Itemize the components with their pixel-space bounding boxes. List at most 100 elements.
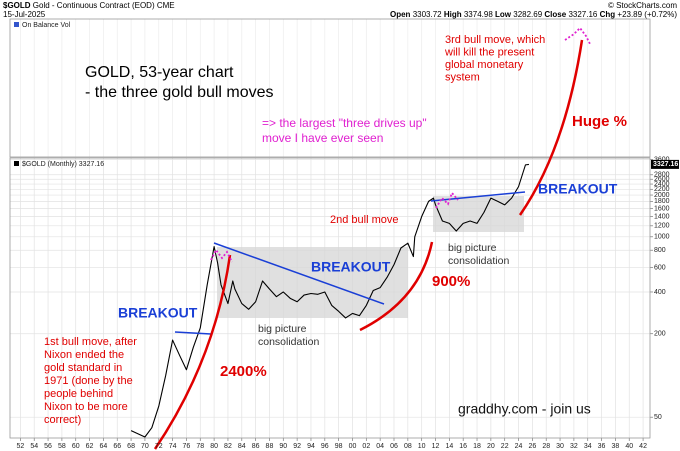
x-tick-label: 58 [58,443,66,450]
x-tick-label: 90 [279,443,287,450]
annotation: 1st bull move, after [44,336,137,348]
y-tick-label: 1000 [654,234,670,241]
x-tick-label: 98 [335,443,343,450]
consolidation-box [433,196,524,232]
date: 15-Jul-2025 [3,10,46,19]
y-tick-label: 600 [654,264,666,271]
y-tick-label: 50 [654,414,662,421]
x-tick-label: 66 [113,443,121,450]
chg: +23.89 (+0.72%) [617,10,677,19]
low: 3282.69 [513,10,542,19]
price-panel [9,157,651,439]
x-tick-label: 24 [515,443,523,450]
trend-line [430,191,526,202]
x-tick-label: 96 [321,443,329,450]
annotation: BREAKOUT [118,305,198,321]
annotation: correct) [44,414,81,426]
x-tick-label: 16 [459,443,467,450]
last-value-box [651,159,679,169]
bull-curve [518,39,584,216]
x-tick-label: 30 [556,443,564,450]
x-tick-label: 36 [598,443,606,450]
y-tick-label: 2600 [654,176,670,183]
annotation: people behind [44,388,113,400]
y-tick-label: 1200 [654,223,670,230]
x-tick-label: 72 [155,443,163,450]
high: 3374.98 [464,10,493,19]
series-swatch [14,161,19,166]
x-tick-label: 00 [349,443,357,450]
x-tick-label: 56 [44,443,52,450]
x-tick-label: 26 [528,443,536,450]
x-tick-label: 40 [625,443,633,450]
x-tick-label: 88 [266,443,274,450]
x-tick-label: 28 [542,443,550,450]
drive-marker [564,26,591,45]
y-tick-label: 2400 [654,181,670,188]
x-tick-label: 52 [16,443,24,450]
chg-label: Chg [600,10,616,19]
drive-marker [435,191,459,209]
x-tick-label: 18 [473,443,481,450]
annotation: big picture [258,323,307,335]
x-tick-label: 86 [252,443,260,450]
labels: 52 54 56 58 60 62 64 66 68 70 72 74 76 78 80 82 84 86 88 90… [16,34,679,450]
x-tick-label: 06 [390,443,398,450]
annotation: Nixon to be more [44,401,128,413]
y-tick-label: 2200 [654,186,670,193]
y-tick-label: 200 [654,331,666,338]
x-tick-label: 22 [501,443,509,450]
x-tick-label: 10 [418,443,426,450]
annotation: global monetary [445,59,524,71]
y-tick-label: 1600 [654,205,670,212]
x-tick-label: 32 [570,443,578,450]
x-tick-label: 04 [376,443,384,450]
annotation: Nixon ended the [44,349,124,361]
annotation: system [445,71,480,83]
drawings [153,26,591,450]
annotation: => the largest "three drives up" [262,116,427,130]
x-tick-label: 34 [584,443,592,450]
x-tick-label: 08 [404,443,412,450]
x-tick-label: 20 [487,443,495,450]
annotation: 3rd bull move, which [445,34,545,46]
x-tick-label: 62 [86,443,94,450]
x-tick-label: 84 [238,443,246,450]
y-tick-label: 2800 [654,172,670,179]
indicator-swatch [14,22,19,27]
x-tick-label: 38 [612,443,620,450]
consolidation-boxes [217,196,524,318]
annotation: 900% [432,273,470,290]
annotation: graddhy.com - join us [458,401,591,417]
x-tick-label: 92 [293,443,301,450]
x-tick-label: 94 [307,443,315,450]
instrument: Gold - Continuous Contract (EOD) CME [33,1,175,10]
open-label: Open [390,10,411,19]
y-tick-label: 1800 [654,198,670,205]
indicator-label: On Balance Vol [22,22,71,29]
x-tick-label: 54 [30,443,38,450]
x-tick-label: 14 [445,443,453,450]
x-tick-label: 60 [72,443,80,450]
x-tick-label: 12 [432,443,440,450]
trend-line [174,331,212,335]
y-tick-label: 2000 [654,192,670,199]
low-label: Low [495,10,512,19]
series-label: $GOLD (Monthly) 3327.16 [22,161,104,168]
copyright: © StockCharts.com [608,1,677,10]
x-tick-label: 76 [183,443,191,450]
annotation: BREAKOUT [311,259,391,275]
drive-marker [210,248,233,263]
close-label: Close [544,10,566,19]
x-tick-label: 78 [196,443,204,450]
trend-line [213,242,385,305]
annotation: 2400% [220,363,267,380]
upper-panel [9,18,651,158]
bull-curve [153,254,232,450]
x-tick-label: 64 [100,443,108,450]
x-tick-label: 42 [639,443,647,450]
last-value-label: 3327.16 [653,161,678,168]
annotation: move I have ever seen [262,131,383,145]
annotation: GOLD, 53-year chart [85,64,234,81]
